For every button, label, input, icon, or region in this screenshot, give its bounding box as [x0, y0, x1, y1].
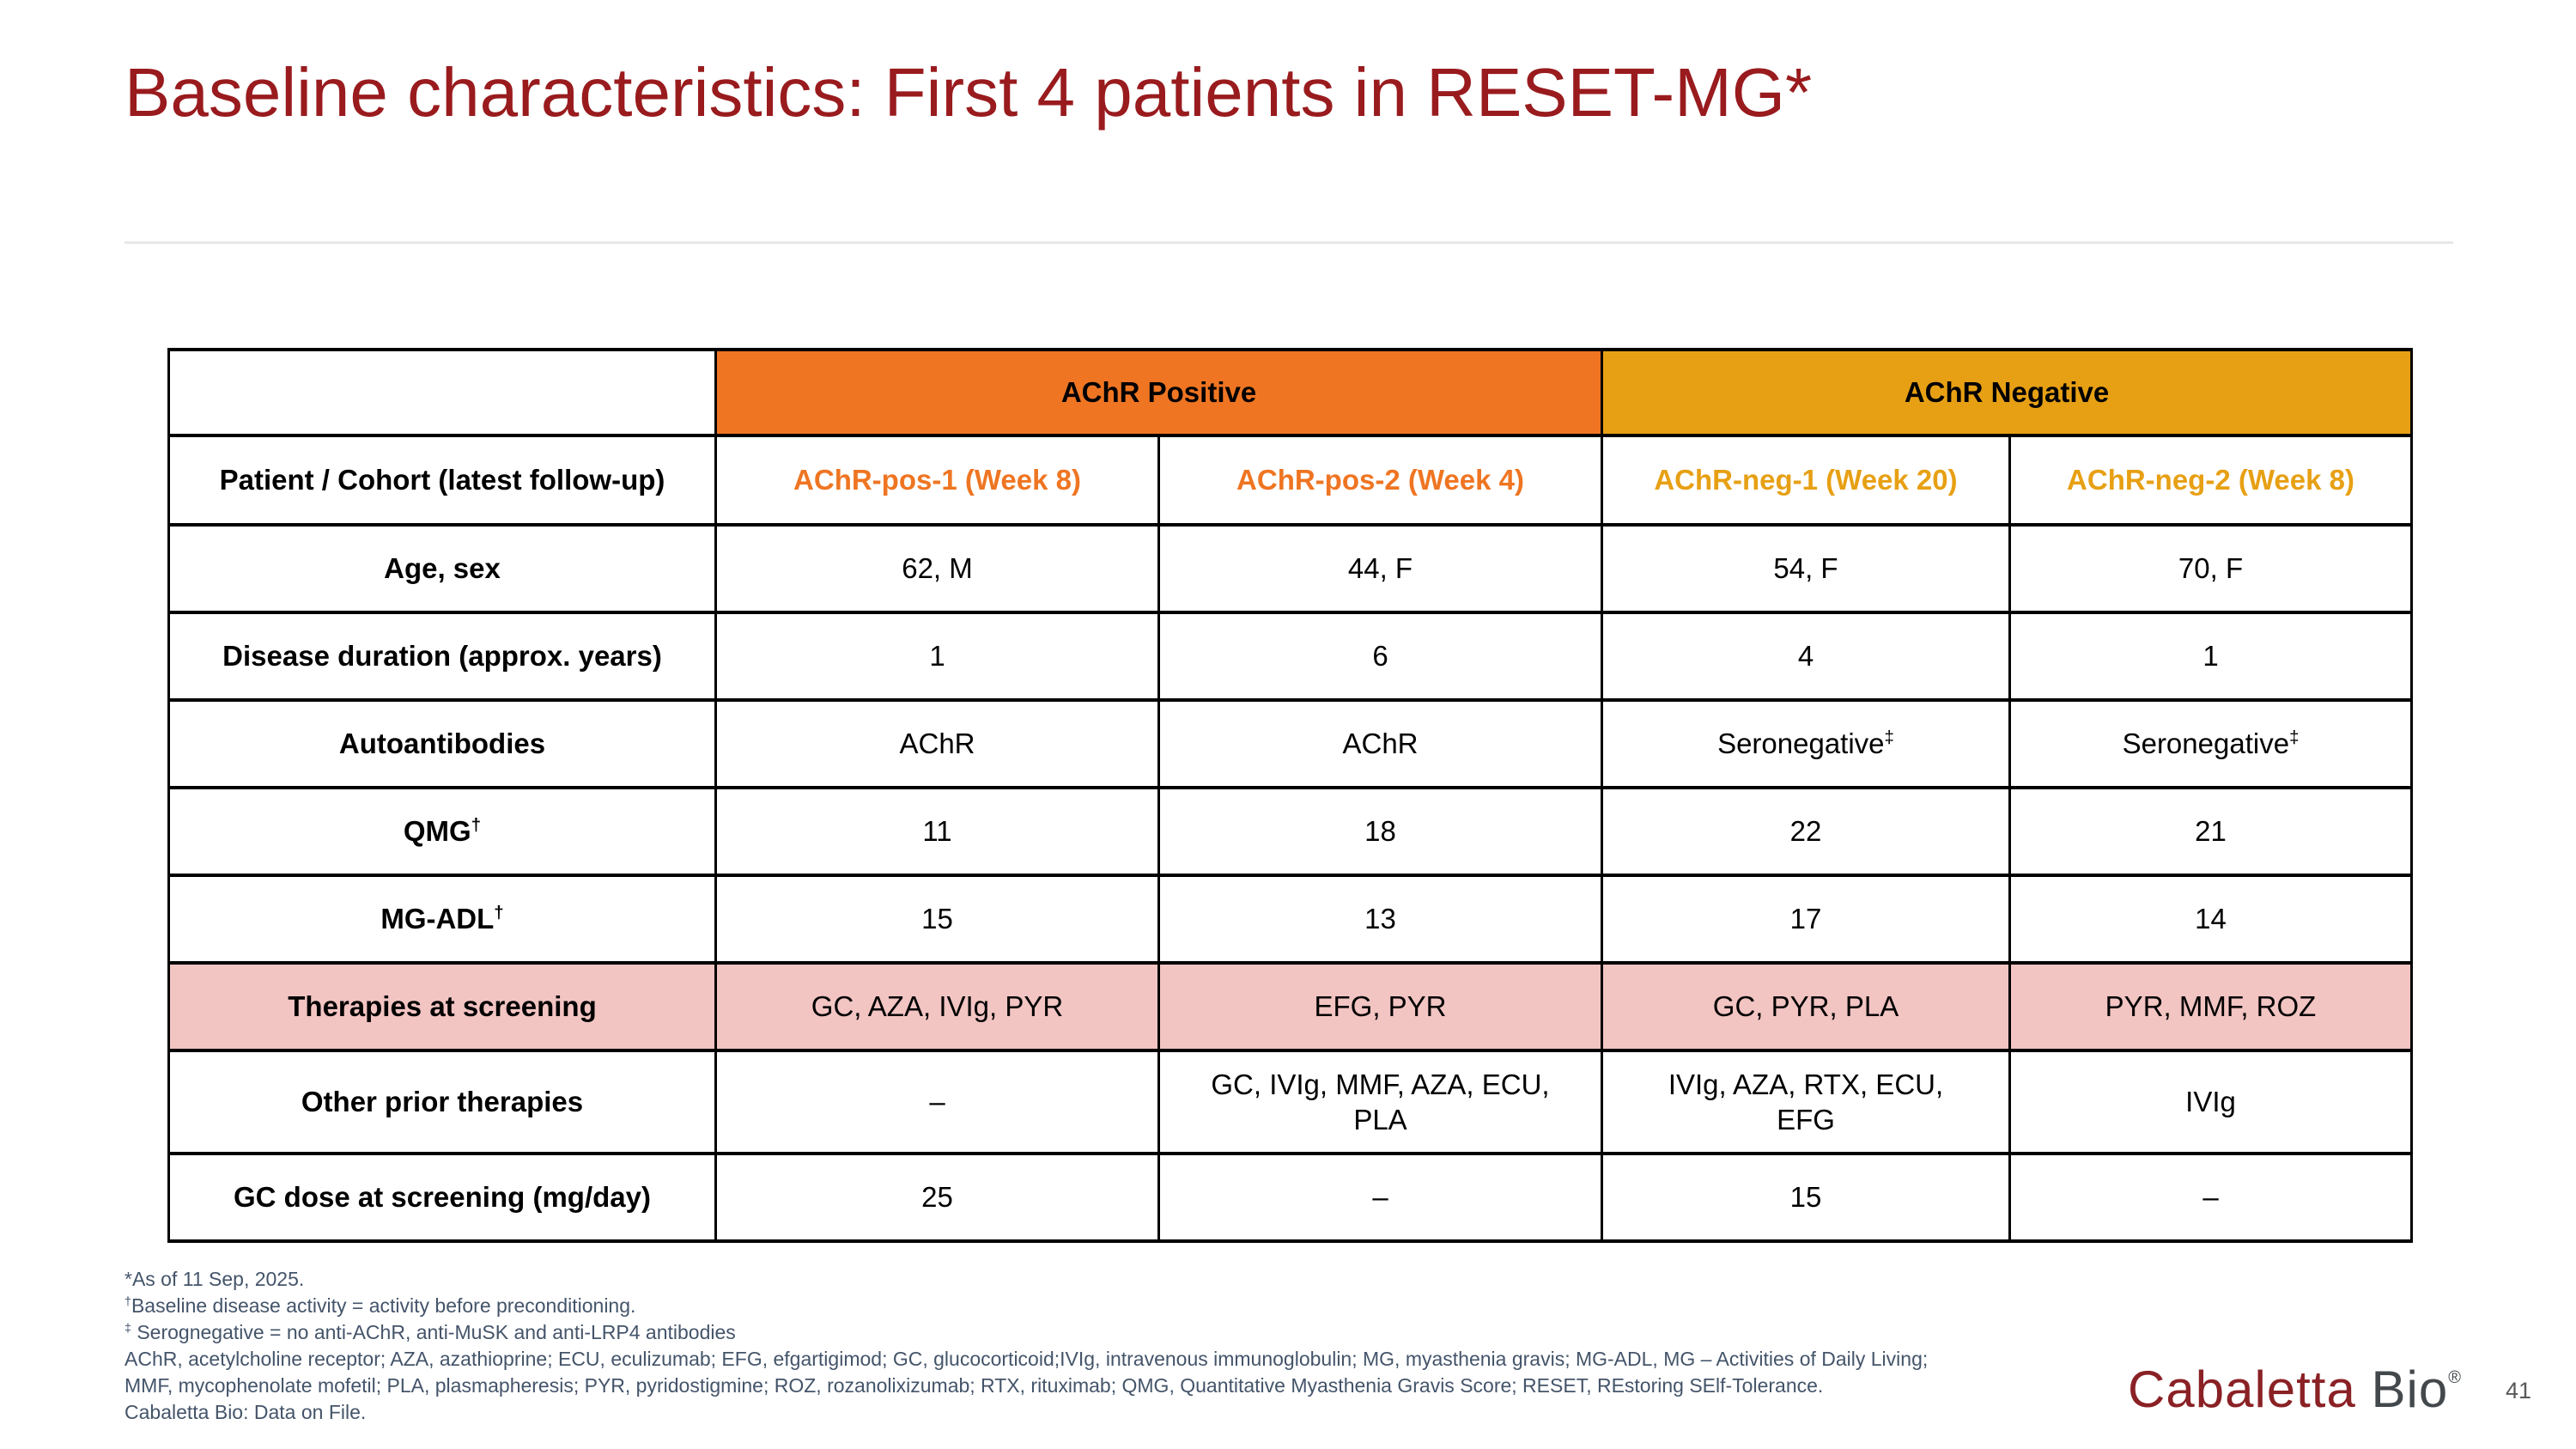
data-cell: 25 [714, 1152, 1160, 1243]
data-cell: GC, PYR, PLA [1601, 961, 2011, 1052]
row-label-mg-adl: MG-ADL† [167, 874, 717, 965]
patient-col-header-achr-neg-2-week-8: AChR-neg-2 (Week 8) [2008, 434, 2414, 527]
dagger-superscript: † [471, 815, 482, 836]
data-cell: IVIg [2008, 1049, 2414, 1155]
page-number: 41 [2506, 1378, 2532, 1403]
data-cell: 22 [1601, 786, 2011, 877]
group-header-achr-negative: AChR Negative [1600, 348, 2414, 437]
data-cell: – [1157, 1152, 1603, 1243]
footnote-line: AChR, acetylcholine receptor; AZA, azath… [125, 1348, 1929, 1370]
data-cell: 21 [2008, 786, 2414, 877]
patient-col-header-achr-pos-1-week-8: AChR-pos-1 (Week 8) [714, 434, 1160, 527]
data-cell: – [2008, 1152, 2414, 1243]
table-corner-cell [167, 348, 717, 437]
dagger-superscript: ‡ [125, 1321, 131, 1336]
cabaletta-bio-logo: Cabaletta Bio® [2128, 1360, 2461, 1419]
data-cell: 15 [1601, 1152, 2011, 1243]
group-header-achr-positive: AChR Positive [714, 348, 1603, 437]
dagger-superscript: † [494, 903, 504, 923]
data-cell: PYR, MMF, ROZ [2008, 961, 2414, 1052]
patient-col-header-achr-pos-2-week-4: AChR-pos-2 (Week 4) [1157, 434, 1603, 527]
data-cell: Seronegative‡ [2008, 698, 2414, 789]
row-label-patient-cohort: Patient / Cohort (latest follow-up) [167, 434, 717, 527]
footnote-line: *As of 11 Sep, 2025. [125, 1268, 305, 1290]
data-cell: 14 [2008, 874, 2414, 965]
data-cell: 15 [714, 874, 1160, 965]
data-cell: 18 [1157, 786, 1603, 877]
footnote-line: MMF, mycophenolate mofetil; PLA, plasmap… [125, 1374, 1824, 1397]
row-label-qmg: QMG† [167, 786, 717, 877]
footnote-line: †Baseline disease activity = activity be… [125, 1294, 636, 1317]
row-label-other-prior-therapies: Other prior therapies [167, 1049, 717, 1155]
characteristics-table: AChR Positive AChR Negative Patient / Coho… [167, 348, 2414, 1243]
row-label-therapies-at-screening: Therapies at screening [167, 961, 717, 1052]
page-title: Baseline characteristics: First 4 patien… [125, 54, 1813, 131]
data-cell: AChR [714, 698, 1160, 789]
row-label-autoantibodies: Autoantibodies [167, 698, 717, 789]
dagger-superscript: † [125, 1294, 131, 1309]
row-label-age-sex: Age, sex [167, 523, 717, 614]
footnote-line: ‡ Serognegative = no anti-AChR, anti-MuS… [125, 1321, 736, 1343]
data-cell: 13 [1157, 874, 1603, 965]
data-cell: GC, AZA, IVIg, PYR [714, 961, 1160, 1052]
data-cell: 54, F [1601, 523, 2011, 614]
data-cell: 70, F [2008, 523, 2414, 614]
row-label-gc-dose-at-screening-mg-day: GC dose at screening (mg/day) [167, 1152, 717, 1243]
data-cell: – [714, 1049, 1160, 1155]
data-cell: 6 [1157, 611, 1603, 702]
data-cell: 4 [1601, 611, 2011, 702]
footnotes: *As of 11 Sep, 2025. †Baseline disease ac… [125, 1266, 2271, 1426]
data-cell: GC, IVIg, MMF, AZA, ECU, PLA [1157, 1049, 1603, 1155]
title-divider [125, 241, 2453, 244]
registered-mark: ® [2448, 1368, 2461, 1387]
patient-col-header-achr-neg-1-week-20: AChR-neg-1 (Week 20) [1601, 434, 2011, 527]
data-cell: 1 [2008, 611, 2414, 702]
data-cell: Seronegative‡ [1601, 698, 2011, 789]
dagger-superscript: ‡ [2289, 728, 2300, 748]
data-cell: AChR [1157, 698, 1603, 789]
data-cell: 44, F [1157, 523, 1603, 614]
data-cell: EFG, PYR [1157, 961, 1603, 1052]
logo-secondary-text: Bio [2371, 1361, 2449, 1418]
data-cell: 1 [714, 611, 1160, 702]
dagger-superscript: ‡ [1884, 728, 1894, 748]
data-cell: 17 [1601, 874, 2011, 965]
row-label-disease-duration-approx-years: Disease duration (approx. years) [167, 611, 717, 702]
data-cell: 62, M [714, 523, 1160, 614]
logo-primary-text: Cabaletta [2128, 1361, 2372, 1418]
data-cell: 11 [714, 786, 1160, 877]
footnote-line: Cabaletta Bio: Data on File. [125, 1401, 367, 1423]
data-cell: IVIg, AZA, RTX, ECU, EFG [1601, 1049, 2011, 1155]
